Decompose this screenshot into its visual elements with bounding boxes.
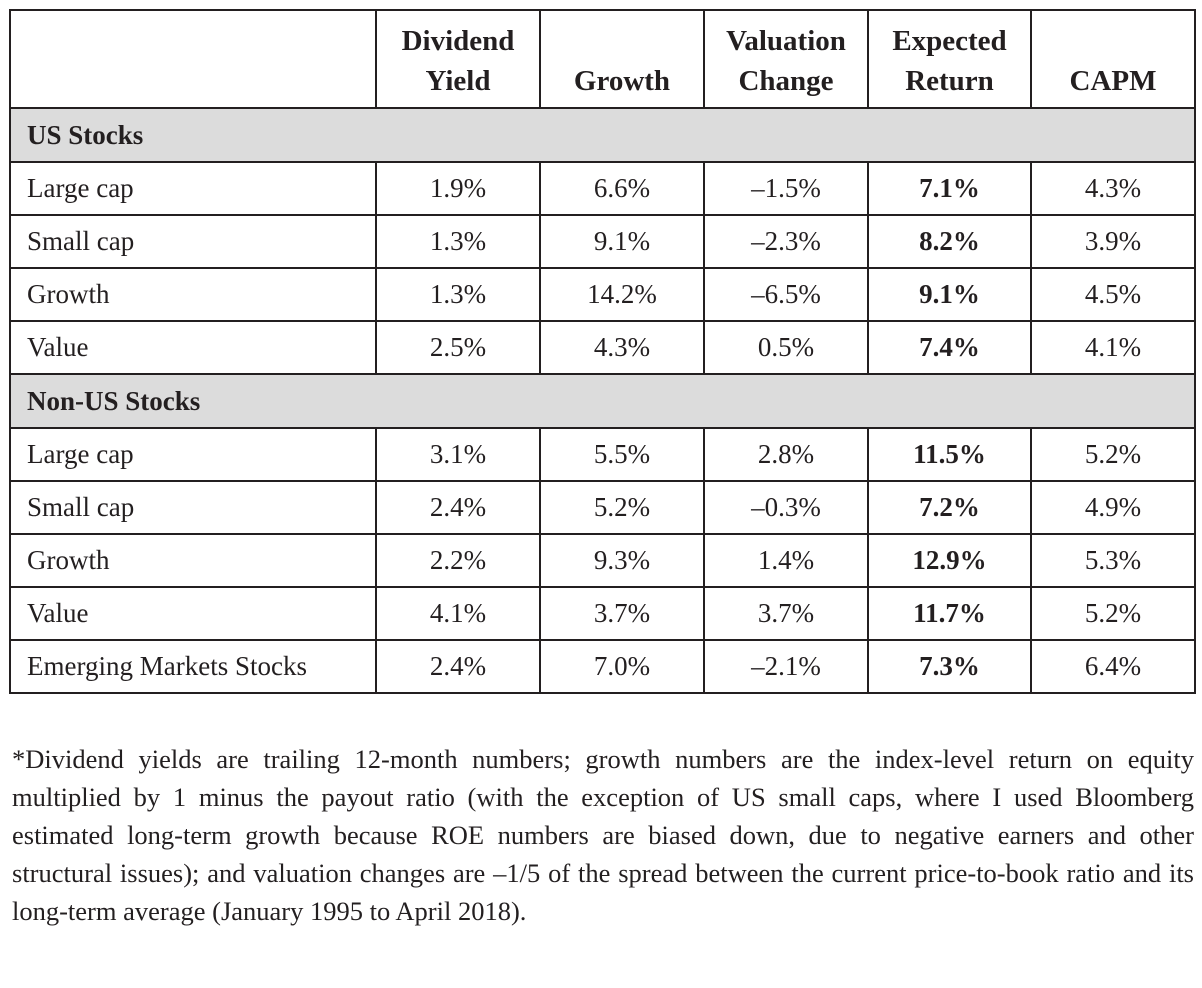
- cell-dividend-yield: 3.1%: [375, 427, 541, 482]
- header-line: Dividend: [401, 25, 515, 57]
- header-expected-return: Expected Return: [867, 9, 1032, 109]
- table-row: Small cap 1.3% 9.1% –2.3% 8.2% 3.9%: [9, 214, 1196, 269]
- header-line: Valuation: [726, 25, 846, 57]
- cell-expected-return: 9.1%: [867, 267, 1032, 322]
- cell-expected-return: 7.4%: [867, 320, 1032, 375]
- cell-growth: 6.6%: [539, 161, 705, 216]
- cell-valuation-change: –0.3%: [703, 480, 869, 535]
- cell-expected-return: 11.5%: [867, 427, 1032, 482]
- row-label: Growth: [9, 533, 377, 588]
- cell-valuation-change: –6.5%: [703, 267, 869, 322]
- row-label: Large cap: [9, 427, 377, 482]
- cell-dividend-yield: 4.1%: [375, 586, 541, 641]
- cell-capm: 4.5%: [1030, 267, 1196, 322]
- cell-capm: 4.1%: [1030, 320, 1196, 375]
- cell-growth: 5.5%: [539, 427, 705, 482]
- cell-dividend-yield: 2.4%: [375, 639, 541, 694]
- cell-capm: 4.9%: [1030, 480, 1196, 535]
- cell-expected-return: 7.1%: [867, 161, 1032, 216]
- table-row: Small cap 2.4% 5.2% –0.3% 7.2% 4.9%: [9, 480, 1196, 535]
- expected-returns-table: Dividend Yield Growth Valuation Change E…: [9, 9, 1196, 694]
- section-title: US Stocks: [9, 107, 1196, 163]
- cell-capm: 6.4%: [1030, 639, 1196, 694]
- row-label: Small cap: [9, 480, 377, 535]
- header-valuation-change: Valuation Change: [703, 9, 869, 109]
- cell-growth: 3.7%: [539, 586, 705, 641]
- cell-growth: 14.2%: [539, 267, 705, 322]
- cell-expected-return: 7.2%: [867, 480, 1032, 535]
- cell-expected-return: 7.3%: [867, 639, 1032, 694]
- cell-growth: 4.3%: [539, 320, 705, 375]
- row-label: Growth: [9, 267, 377, 322]
- header-growth: Growth: [539, 9, 705, 109]
- header-capm: CAPM: [1030, 9, 1196, 109]
- section-title: Non-US Stocks: [9, 373, 1196, 429]
- cell-dividend-yield: 1.9%: [375, 161, 541, 216]
- cell-valuation-change: –2.1%: [703, 639, 869, 694]
- cell-capm: 5.3%: [1030, 533, 1196, 588]
- row-label: Value: [9, 320, 377, 375]
- row-label: Large cap: [9, 161, 377, 216]
- header-blank-cell: [9, 9, 377, 109]
- cell-growth: 5.2%: [539, 480, 705, 535]
- cell-capm: 5.2%: [1030, 586, 1196, 641]
- cell-capm: 5.2%: [1030, 427, 1196, 482]
- table-footnote: *Dividend yields are trailing 12-month n…: [12, 744, 1194, 926]
- cell-dividend-yield: 1.3%: [375, 214, 541, 269]
- table-row: Large cap 3.1% 5.5% 2.8% 11.5% 5.2%: [9, 427, 1196, 482]
- cell-growth: 9.3%: [539, 533, 705, 588]
- table-row: Emerging Markets Stocks 2.4% 7.0% –2.1% …: [9, 639, 1196, 694]
- cell-dividend-yield: 2.5%: [375, 320, 541, 375]
- section-row-non-us-stocks: Non-US Stocks: [9, 373, 1196, 429]
- cell-dividend-yield: 2.2%: [375, 533, 541, 588]
- cell-valuation-change: 2.8%: [703, 427, 869, 482]
- header-line: Yield: [425, 65, 491, 97]
- header-row: Dividend Yield Growth Valuation Change E…: [9, 9, 1196, 109]
- table-row: Value 2.5% 4.3% 0.5% 7.4% 4.1%: [9, 320, 1196, 375]
- header-dividend-yield: Dividend Yield: [375, 9, 541, 109]
- cell-valuation-change: –1.5%: [703, 161, 869, 216]
- table-row: Growth 1.3% 14.2% –6.5% 9.1% 4.5%: [9, 267, 1196, 322]
- cell-expected-return: 8.2%: [867, 214, 1032, 269]
- header-line: Change: [738, 65, 834, 97]
- header-line: CAPM: [1069, 65, 1157, 97]
- row-label: Small cap: [9, 214, 377, 269]
- cell-valuation-change: 1.4%: [703, 533, 869, 588]
- cell-growth: 7.0%: [539, 639, 705, 694]
- cell-growth: 9.1%: [539, 214, 705, 269]
- cell-expected-return: 11.7%: [867, 586, 1032, 641]
- cell-valuation-change: –2.3%: [703, 214, 869, 269]
- cell-capm: 4.3%: [1030, 161, 1196, 216]
- cell-valuation-change: 0.5%: [703, 320, 869, 375]
- cell-expected-return: 12.9%: [867, 533, 1032, 588]
- header-line: Return: [905, 65, 994, 97]
- cell-dividend-yield: 2.4%: [375, 480, 541, 535]
- cell-dividend-yield: 1.3%: [375, 267, 541, 322]
- cell-capm: 3.9%: [1030, 214, 1196, 269]
- table-row: Value 4.1% 3.7% 3.7% 11.7% 5.2%: [9, 586, 1196, 641]
- table-row: Large cap 1.9% 6.6% –1.5% 7.1% 4.3%: [9, 161, 1196, 216]
- table-row: Growth 2.2% 9.3% 1.4% 12.9% 5.3%: [9, 533, 1196, 588]
- row-label: Value: [9, 586, 377, 641]
- row-label: Emerging Markets Stocks: [9, 639, 377, 694]
- header-line: Growth: [573, 65, 671, 97]
- header-line: Expected: [892, 25, 1007, 57]
- cell-valuation-change: 3.7%: [703, 586, 869, 641]
- section-row-us-stocks: US Stocks: [9, 107, 1196, 163]
